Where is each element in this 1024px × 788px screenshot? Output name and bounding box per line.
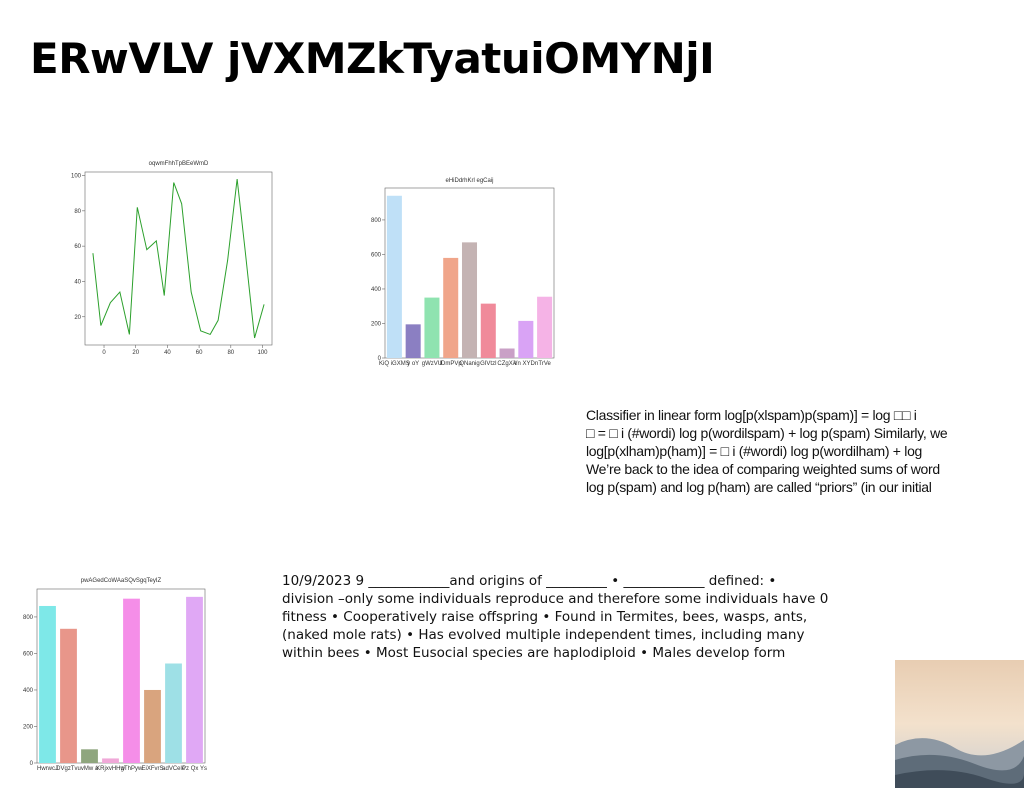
text-line: log[p(xlham)p(ham)] = □ i (#wordi) log p…	[586, 443, 923, 459]
x-tick-label: 100	[257, 350, 268, 356]
y-tick-label: 40	[74, 279, 81, 285]
y-tick-label: 400	[23, 688, 34, 694]
bar	[537, 296, 553, 358]
y-tick-label: 600	[23, 651, 34, 657]
text-block: Classifier in linear form log[p(xlspam)p…	[586, 406, 948, 496]
x-tick-label: 60	[196, 350, 203, 356]
bar	[39, 605, 56, 763]
text-block: 10/9/2023 9 ____________and origins of _…	[282, 572, 828, 662]
bar	[443, 257, 459, 358]
bar-chart: pwAGedCoWAaSQvSgqTeyIZ 0 200 400 600 800 Hwrwc…	[23, 578, 207, 772]
bar	[461, 242, 478, 358]
y-tick-label: 60	[74, 244, 81, 250]
chart-title: oqwmFhhTpBEeWmD	[149, 161, 209, 167]
bar	[424, 297, 440, 358]
bar	[405, 324, 421, 358]
text-line: log p(spam) and log p(ham) are called “p…	[586, 479, 932, 495]
page-title: ERwVLV jVXMZkTyatuiOMYNjI	[30, 34, 715, 83]
x-tick-label: gThPyw	[121, 766, 143, 772]
text-line: (naked mole rats) • Has evolved multiple…	[282, 627, 805, 643]
bar	[144, 689, 161, 763]
y-tick-label: 200	[23, 724, 34, 730]
x-tick-label: vMw a	[81, 766, 99, 772]
y-tick-label: 600	[371, 252, 382, 258]
chart-title: eHiDdrhKrl egCaij	[445, 178, 493, 184]
x-tick-label: gWzVU	[422, 361, 442, 367]
text-line: 10/9/2023 9 ____________and origins of _…	[282, 573, 777, 589]
y-tick-label: 100	[71, 174, 82, 180]
text-line: fitness • Cooperatively raise offspring …	[282, 609, 808, 625]
x-tick-label: 80	[227, 350, 234, 356]
bar	[499, 348, 515, 358]
x-tick-label: KiQ iGXMS	[379, 361, 410, 367]
y-tick-label: 200	[371, 321, 382, 327]
x-tick-label: Vn XYDn	[513, 361, 538, 367]
bar	[123, 598, 140, 763]
bar	[386, 195, 402, 358]
bar	[518, 320, 534, 358]
x-tick-label: 20	[132, 350, 139, 356]
text-line: division –only some individuals reproduc…	[282, 591, 829, 607]
y-tick-label: 0	[30, 761, 34, 767]
y-tick-label: 20	[74, 315, 81, 321]
x-tick-label: EiXFvrS	[141, 766, 163, 772]
bar	[186, 596, 203, 763]
line-chart: oqwmFhhTpBEeWmD 20 40 60 80 100 0 20 40 60 80 100	[71, 161, 273, 356]
x-tick-label: 0	[102, 350, 106, 356]
bar	[480, 303, 496, 358]
landscape-image	[895, 660, 1024, 788]
x-tick-label: HwrwcJ	[37, 766, 58, 772]
y-tick-label: 80	[74, 209, 81, 215]
bar-chart: eHiDdrhKrl egCaij 0 200 400 600 800 KiQ iGXMSy…	[371, 178, 555, 367]
x-tick-label: CZgXA	[497, 361, 516, 367]
y-tick-label: 0	[378, 356, 382, 362]
text-line: Classifier in linear form log[p(xlspam)p…	[586, 407, 917, 423]
bar	[81, 749, 98, 763]
x-tick-label: GIVtzl	[480, 361, 496, 367]
x-tick-label: TrVe	[538, 361, 551, 367]
x-tick-label: lDmPVp	[440, 361, 463, 367]
y-tick-label: 400	[371, 287, 382, 293]
x-tick-label: DVgzTvu	[56, 766, 81, 772]
x-tick-label: adVCelc	[162, 766, 185, 772]
plot-frame	[84, 171, 273, 346]
x-tick-label: QNanig	[459, 361, 479, 367]
data-line	[92, 179, 265, 339]
text-line: □ = □ i (#wordi) log p(wordilspam) + log…	[586, 425, 948, 441]
x-tick-label: KRjxvHHw	[96, 766, 125, 772]
plot-frame	[36, 588, 206, 764]
text-line: We’re back to the idea of comparing weig…	[586, 461, 940, 477]
x-tick-label: 40	[164, 350, 171, 356]
x-tick-label: y oY	[407, 361, 419, 367]
chart-title: pwAGedCoWAaSQvSgqTeyIZ	[81, 578, 162, 584]
y-tick-label: 800	[371, 218, 382, 224]
text-line: within bees • Most Eusocial species are …	[282, 645, 786, 661]
x-tick-label: Pz Qx Ys	[182, 766, 207, 772]
bar	[165, 663, 182, 763]
bar	[102, 758, 119, 763]
y-tick-label: 800	[23, 615, 34, 621]
bar	[60, 628, 77, 763]
